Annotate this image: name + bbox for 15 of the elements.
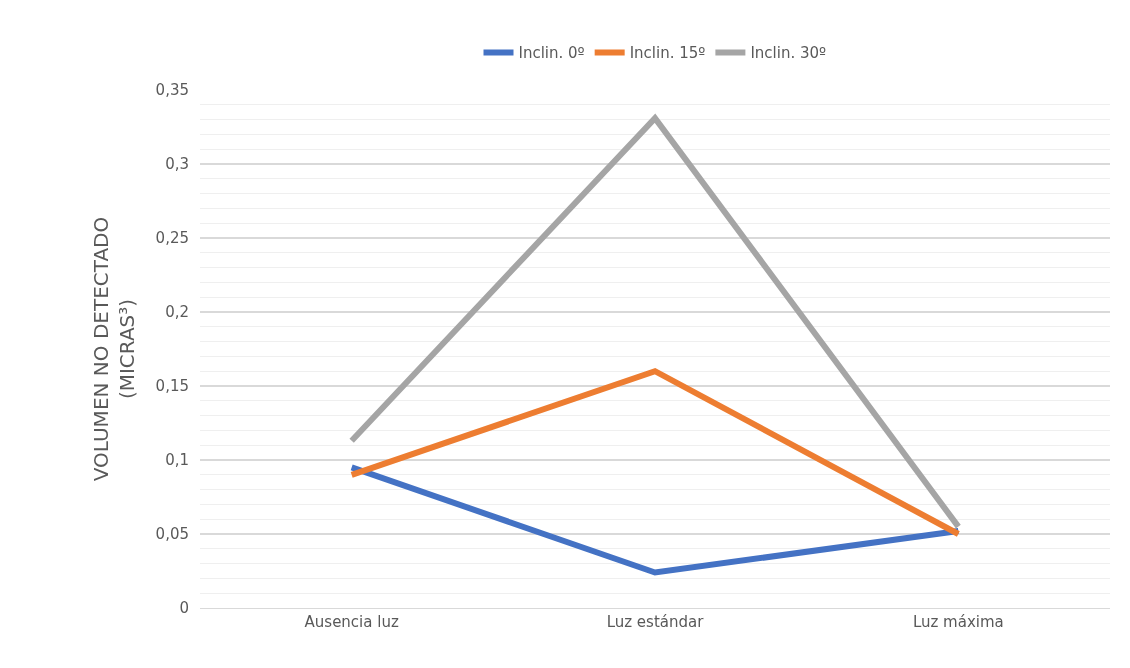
y-tick-label: 0,05: [155, 525, 189, 544]
y-tick-label: 0,15: [155, 377, 189, 396]
x-tick-label: Luz máxima: [912, 613, 1004, 631]
y-tick-label: 0,1: [165, 451, 189, 470]
y-tick-label: 0,3: [165, 155, 189, 174]
x-tick-label: Ausencia luz: [304, 613, 399, 631]
y-tick-label: 0,35: [155, 81, 189, 100]
y-tick-label: 0: [179, 599, 189, 618]
legend-label: Inclin. 15º: [629, 44, 706, 63]
y-tick-label: 0,2: [165, 303, 189, 322]
y-tick-label: 0,25: [155, 229, 189, 248]
legend-label: Inclin. 30º: [750, 44, 827, 63]
y-axis-title: VOLUMEN NO DETECTADO (MICRAS³): [89, 216, 140, 482]
legend-label: Inclin. 0º: [518, 44, 585, 63]
x-tick-label: Luz estándar: [606, 613, 705, 631]
